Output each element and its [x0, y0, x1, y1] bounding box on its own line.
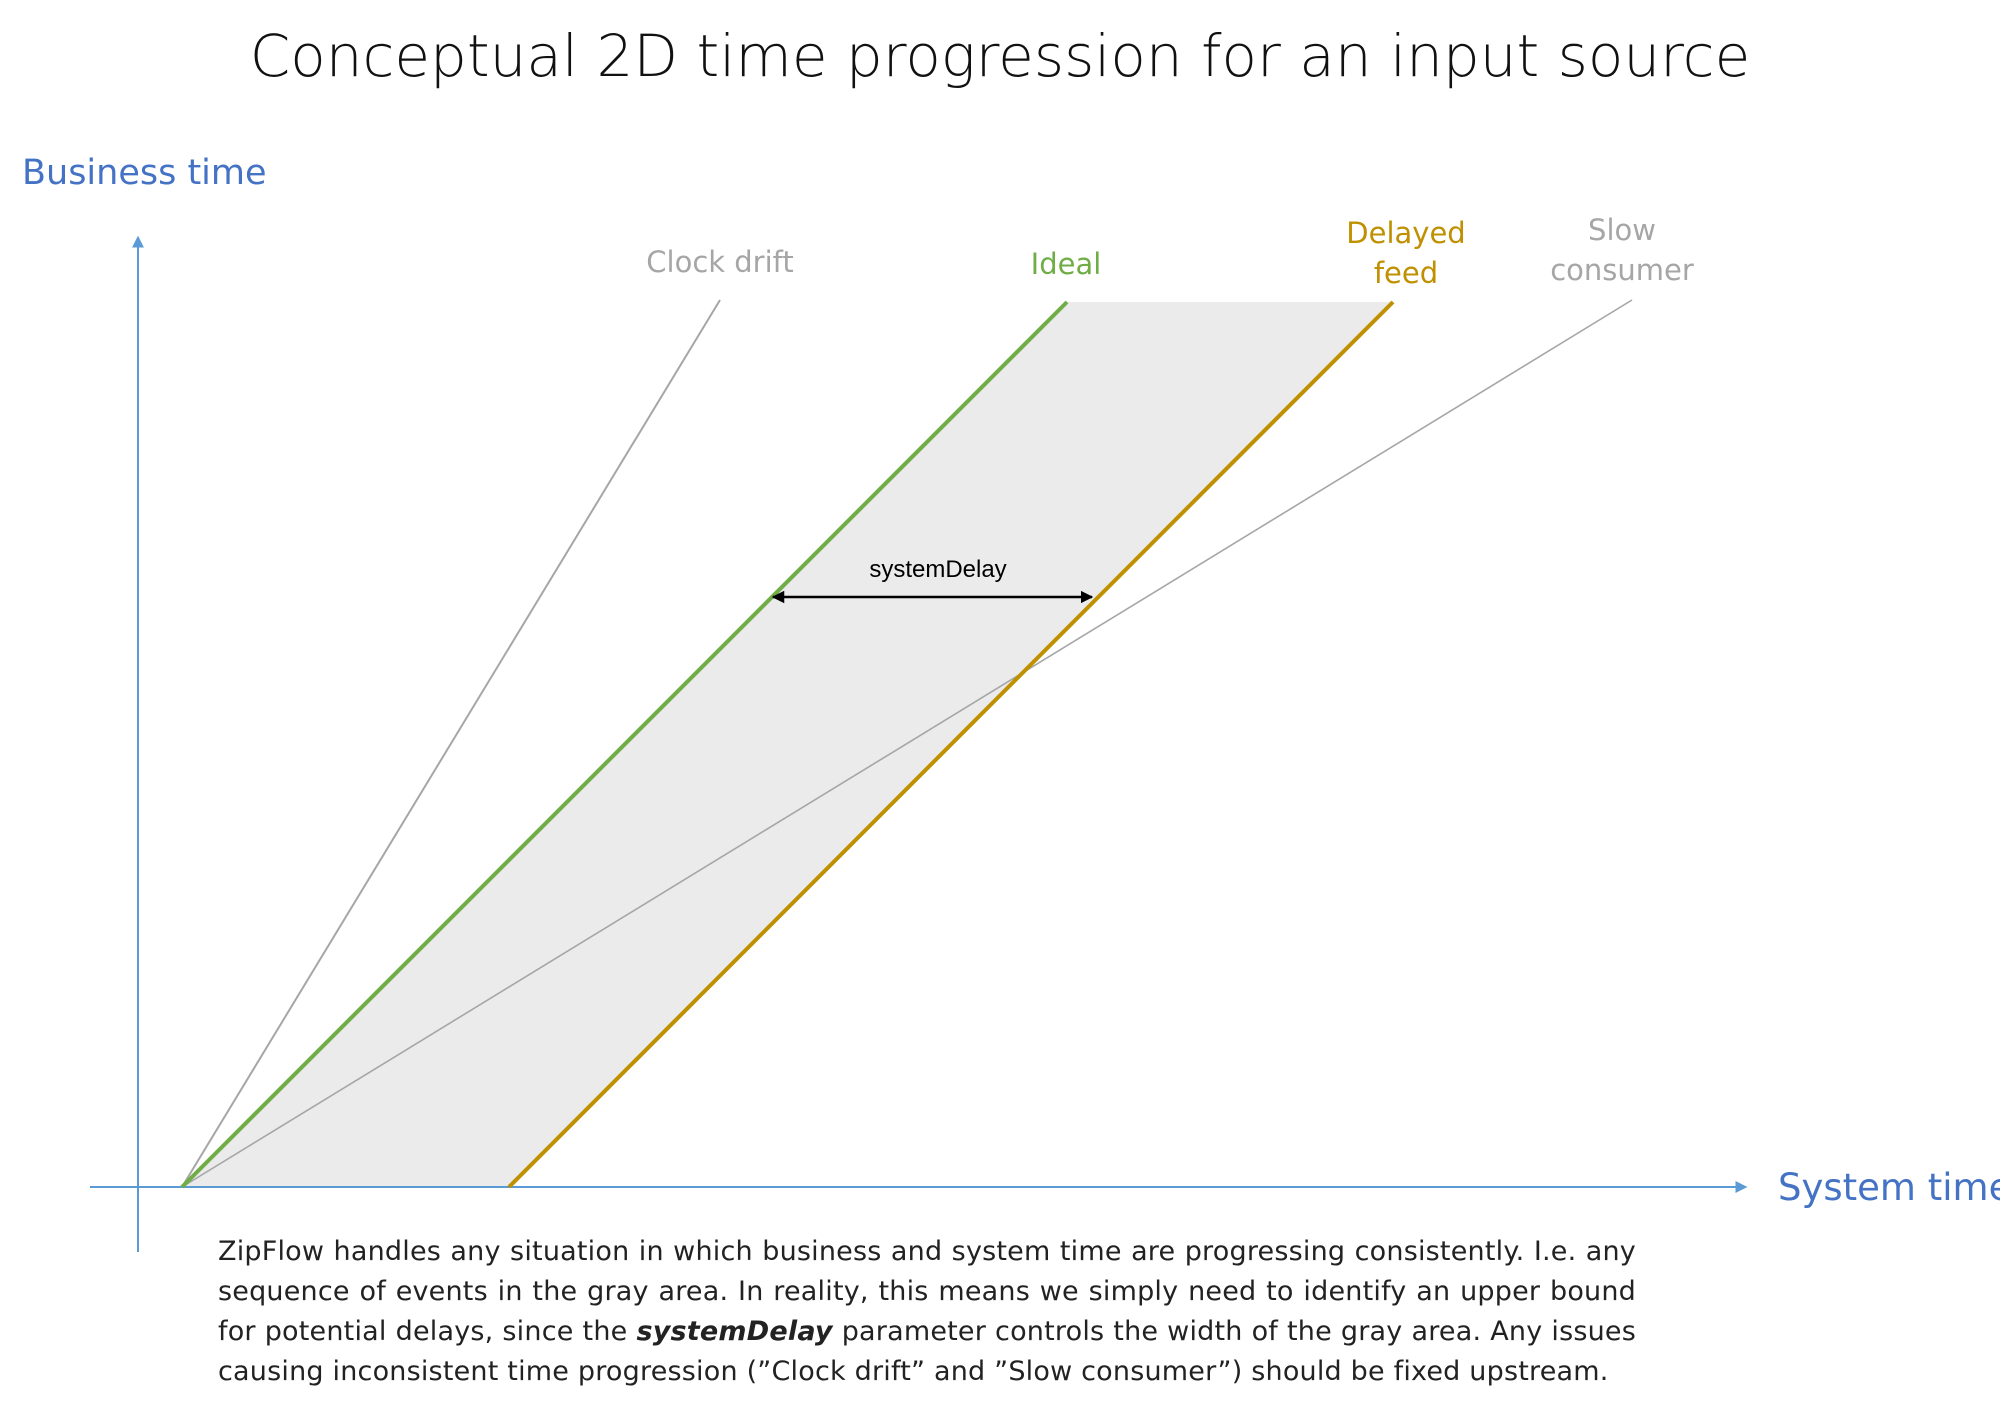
ideal-label: Ideal	[1031, 247, 1102, 281]
system-delay-label: systemDelay	[869, 556, 1006, 583]
slow-consumer-label-line1: Slow	[1588, 213, 1656, 247]
y-axis-label: Business time	[22, 153, 267, 193]
clock-drift-label: Clock drift	[646, 245, 793, 279]
caption-part2: parameter controls the width of the gray…	[218, 1316, 1637, 1387]
slow-consumer-label-line2: consumer	[1550, 253, 1694, 287]
delayed-feed-label-line1: Delayed	[1346, 216, 1465, 250]
ideal-line	[180, 300, 1069, 1189]
delayed-feed-label-line2: feed	[1374, 256, 1438, 290]
caption-keyword: systemDelay	[636, 1316, 833, 1347]
delayed-feed-line	[507, 300, 1395, 1189]
gray-area	[182, 302, 1393, 1187]
diagram-title: Conceptual 2D time progression for an in…	[250, 22, 1751, 90]
x-axis-label: System time	[1778, 1166, 2000, 1209]
caption-part1: ZipFlow handles any situation in which b…	[218, 1236, 1636, 1347]
caption-text: ZipFlow handles any situation in which b…	[218, 1232, 1636, 1392]
slow-consumer-line	[181, 299, 1633, 1188]
clock-drift-line	[181, 299, 721, 1188]
